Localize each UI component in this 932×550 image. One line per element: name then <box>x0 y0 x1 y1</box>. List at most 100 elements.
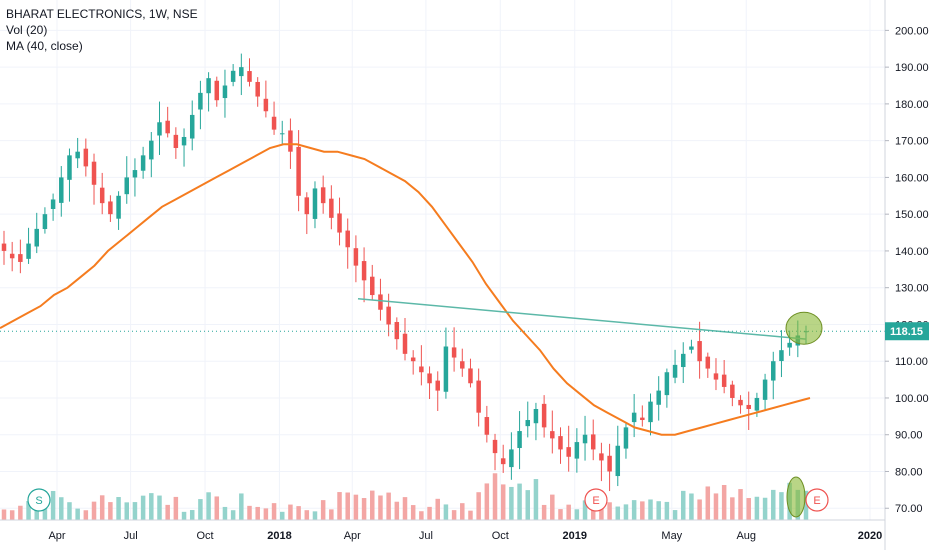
candle-body <box>361 261 367 281</box>
time-tick-label: Aug <box>736 530 756 542</box>
volume-bar <box>615 506 621 520</box>
candle-body <box>59 177 64 203</box>
candle-body <box>67 155 72 180</box>
volume-bar <box>320 500 326 520</box>
candle-body <box>255 81 260 97</box>
time-tick-label: Jul <box>419 530 433 542</box>
symbol-title[interactable]: BHARAT ELECTRONICS, 1W, NSE <box>6 7 198 21</box>
price-tick-label: 180.00 <box>895 99 929 111</box>
candle-body <box>157 122 162 136</box>
ma-study-label[interactable]: MA (40, close) <box>6 39 83 53</box>
candle-body <box>550 431 555 439</box>
volume-bar <box>771 489 776 520</box>
candle-body <box>410 357 416 362</box>
volume-bar <box>173 496 179 520</box>
volume-bar <box>304 510 310 520</box>
volume-bar <box>435 498 440 520</box>
candle-body <box>746 404 751 409</box>
volume-bar <box>582 500 588 520</box>
volume-bar <box>83 510 89 520</box>
candle-body <box>599 453 604 461</box>
price-tick-label: 110.00 <box>895 356 928 368</box>
volume-bar <box>230 510 236 520</box>
candle-body <box>705 356 711 369</box>
candle-body <box>787 342 792 348</box>
volume-bar <box>132 502 138 520</box>
price-tick-label: 150.00 <box>895 209 929 221</box>
volume-bar <box>746 498 751 520</box>
candle-body <box>288 130 293 152</box>
volume-bar <box>680 490 686 520</box>
volume-bar <box>541 504 547 520</box>
grid <box>0 0 885 520</box>
price-tick-label: 90.00 <box>895 430 923 442</box>
last-price-badge <box>885 322 929 341</box>
volume-bar <box>157 495 162 520</box>
volume-bar <box>713 493 719 520</box>
price-tick-label: 190.00 <box>895 62 929 74</box>
volume-bar <box>664 501 670 520</box>
volume-bar <box>75 508 80 520</box>
volume-bar <box>574 509 580 520</box>
volume-bar <box>525 490 531 520</box>
time-tick-label: 2018 <box>267 530 291 542</box>
candle-body <box>500 458 506 465</box>
volume-bar <box>697 499 702 520</box>
candle-body <box>402 333 408 354</box>
candle-body <box>419 366 424 373</box>
price-axis[interactable]: 200.00 190.00 180.00 170.00 160.00 150.00 140.… <box>884 0 929 550</box>
candle-body <box>140 155 146 171</box>
volume-bar <box>754 496 760 520</box>
volume-bar <box>329 509 334 520</box>
candle-body <box>279 133 285 135</box>
candle-body <box>574 442 580 459</box>
earnings-marker-label: E <box>592 495 599 507</box>
time-tick-label: Apr <box>48 530 65 542</box>
annotation-lines <box>0 297 885 518</box>
time-axis[interactable]: Apr Jul Oct 2018 Apr Jul Oct 2019 May Aug 2020 <box>0 519 885 542</box>
candle-body <box>345 230 350 248</box>
moving-average <box>0 143 811 436</box>
candle-body <box>42 214 48 230</box>
candle-body <box>648 401 653 423</box>
candle-body <box>149 140 154 160</box>
candle-body <box>247 71 252 82</box>
candle-body <box>337 213 342 233</box>
price-tick-label: 200.00 <box>895 25 929 37</box>
candle-body <box>50 199 56 209</box>
price-tick-label: 100.00 <box>895 393 929 405</box>
volume-bar <box>91 501 97 520</box>
volume-bar <box>640 501 645 520</box>
candle-body <box>198 92 203 110</box>
volume-study-label[interactable]: Vol (20) <box>6 23 48 37</box>
candle-body <box>370 276 375 296</box>
volume-bar <box>607 502 612 520</box>
candle-body <box>239 67 244 77</box>
candle-body <box>533 408 539 424</box>
volume-bar <box>689 493 694 520</box>
volume-bar <box>165 504 170 520</box>
volume-bar <box>460 503 465 520</box>
price-tick-label: 170.00 <box>895 136 929 148</box>
split-marker-label: S <box>35 495 42 507</box>
candle-body <box>165 120 170 134</box>
volume-bar <box>378 495 383 520</box>
volume-bar <box>67 502 72 520</box>
volume-bar <box>779 492 784 520</box>
volume-bar <box>402 497 408 520</box>
candle-body <box>222 85 228 99</box>
volume-bar <box>492 473 498 520</box>
candle-body <box>18 254 23 262</box>
candle-body <box>34 228 39 247</box>
volume-bar <box>509 486 514 520</box>
candle-body <box>91 161 97 185</box>
volume-bar <box>394 501 400 520</box>
candle-body <box>721 374 727 387</box>
volume-bar <box>214 496 220 520</box>
volume-bar <box>590 510 596 520</box>
volume-bars <box>1 473 809 520</box>
candle-body <box>116 195 121 219</box>
time-tick-label: Jul <box>124 530 138 542</box>
candle-body <box>517 431 522 449</box>
